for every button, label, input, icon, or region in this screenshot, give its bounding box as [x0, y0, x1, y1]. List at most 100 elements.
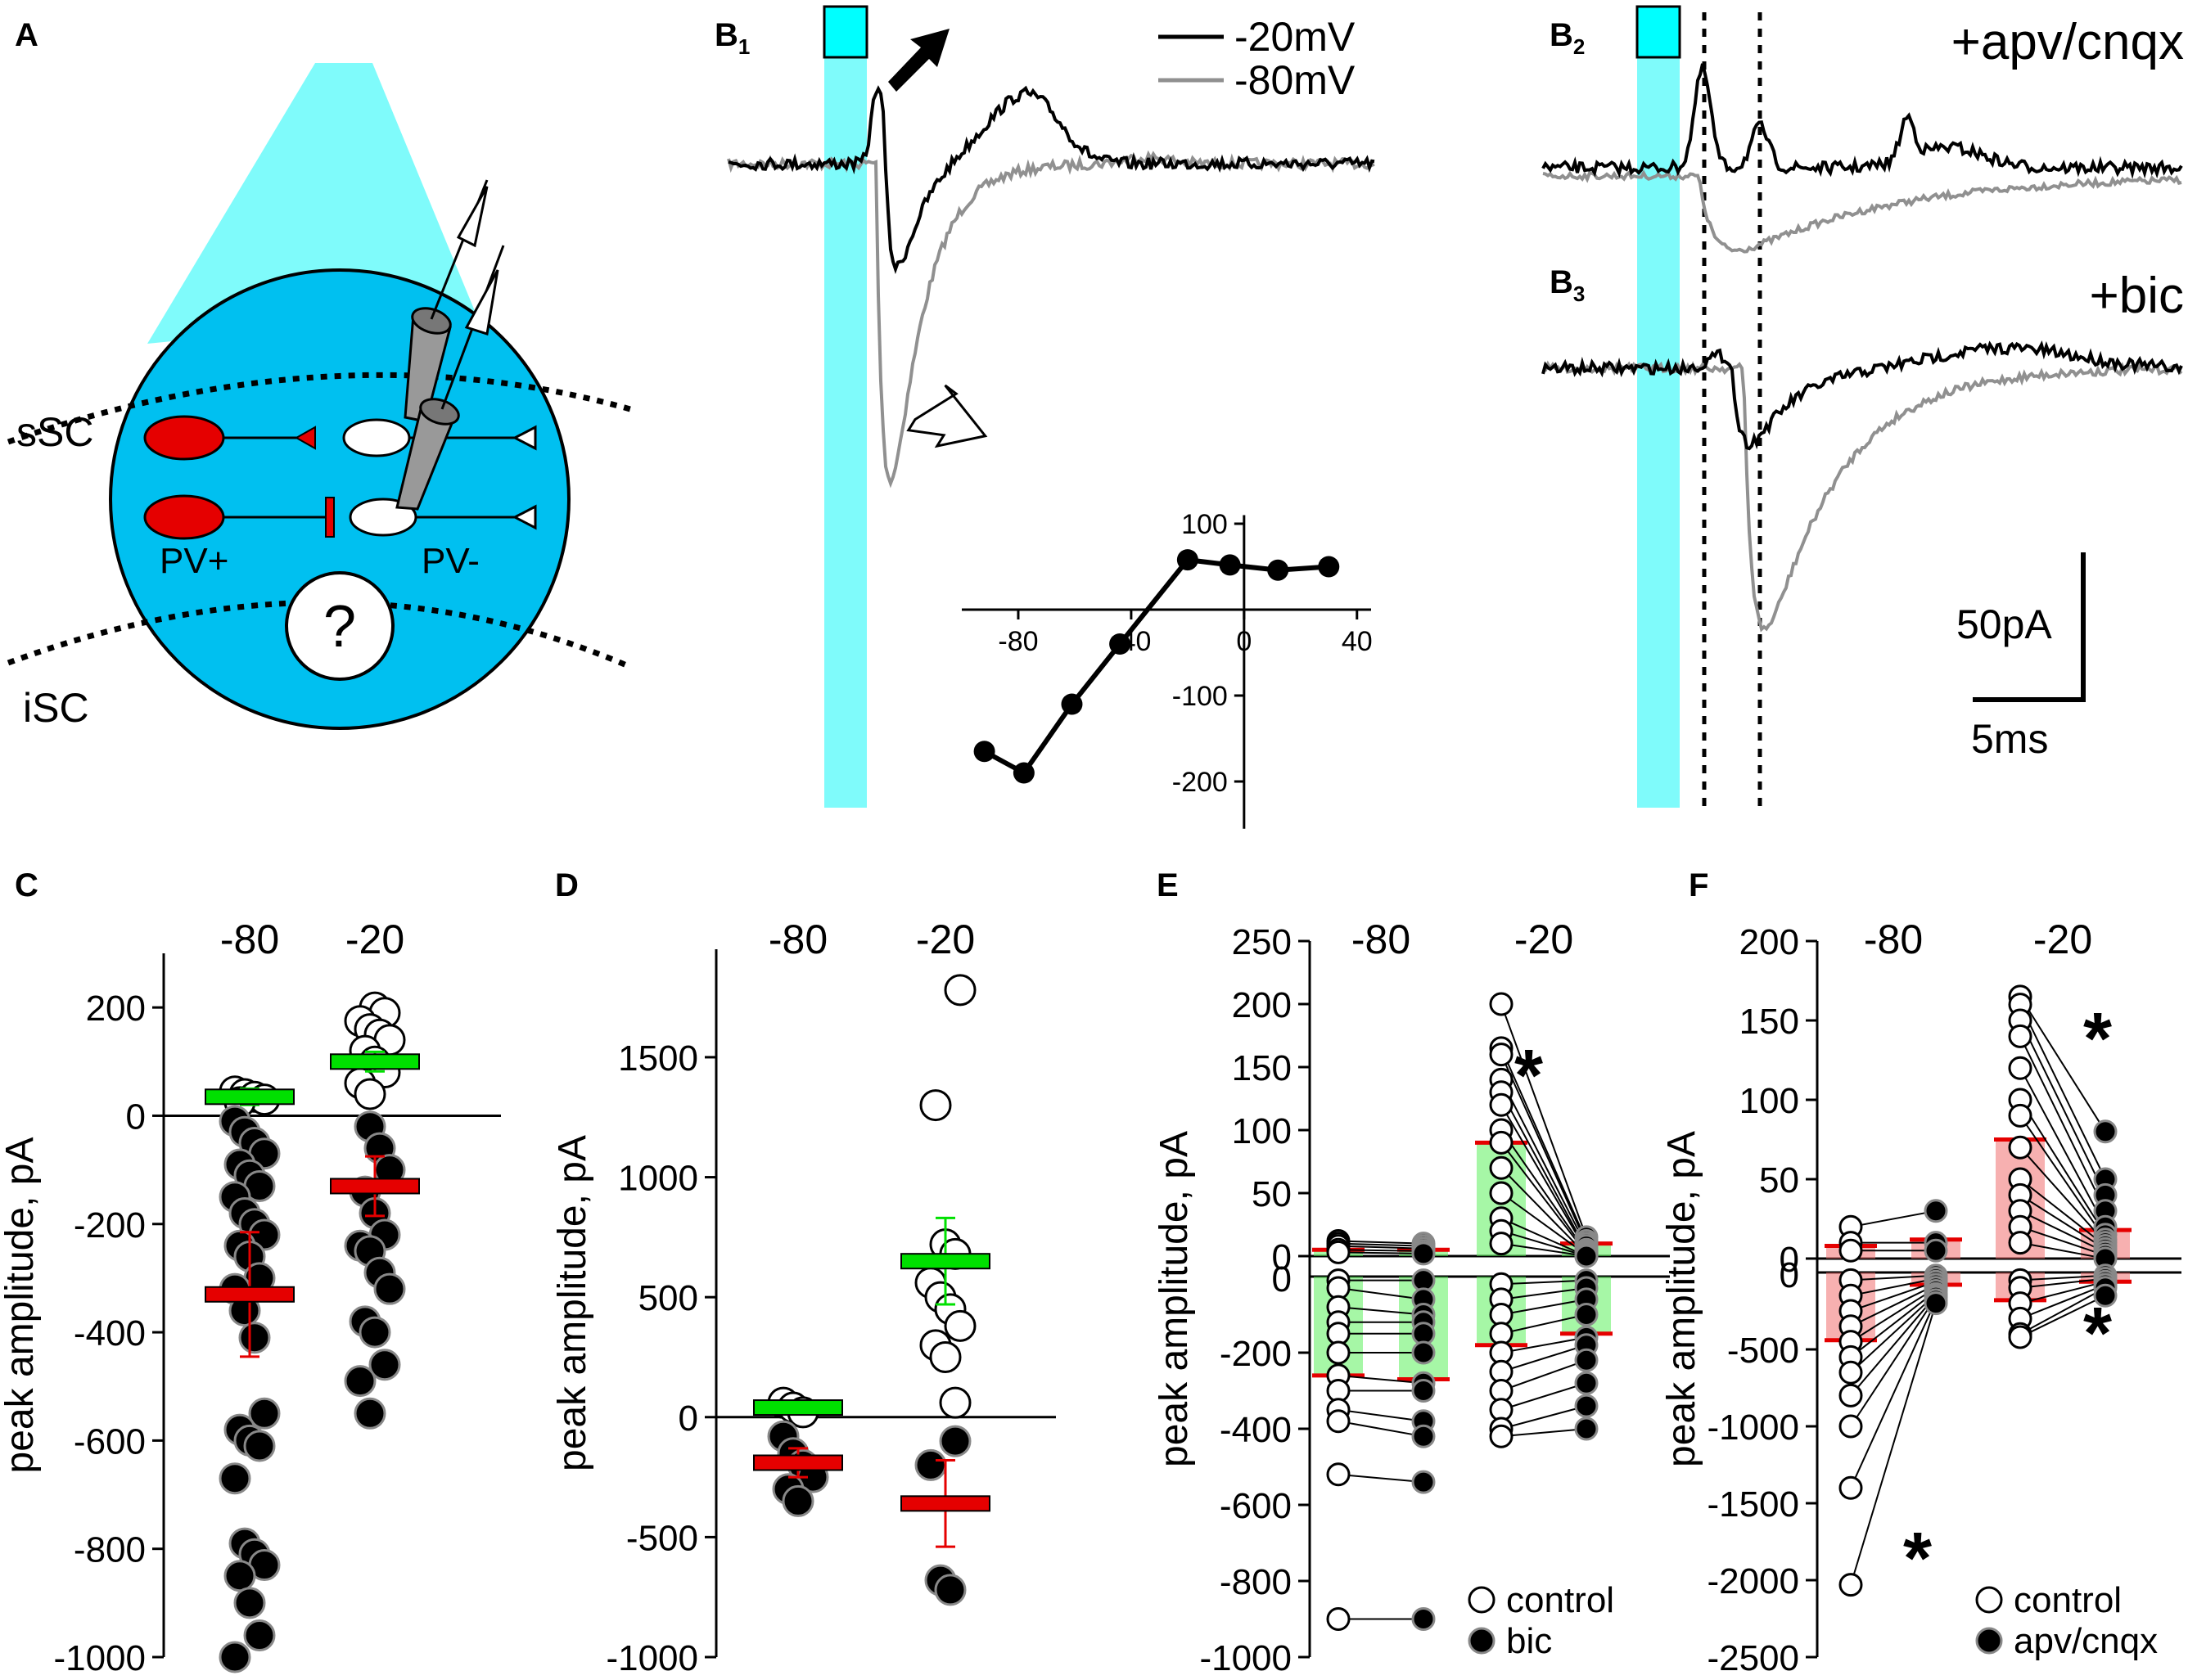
data-point [238, 1322, 271, 1354]
data-point [939, 1425, 972, 1457]
control-point [1326, 1340, 1351, 1365]
y-tick-label: 0 [1780, 1255, 1799, 1295]
panel-e-chart: 250 200 150 100 50 0 -200 -400 -600 -800 -1000 0 -80… [1153, 917, 1670, 1678]
pair-line [2019, 1209, 2106, 1254]
control-point [1326, 1607, 1351, 1631]
pair-line [1500, 1054, 1587, 1245]
data-point [354, 1078, 386, 1110]
pair-line [1500, 1242, 1587, 1257]
control-point [2008, 1325, 2032, 1349]
b3-condition-label: +bic [2090, 268, 2184, 324]
treated-point [1924, 1291, 1948, 1316]
control-point [1489, 1092, 1514, 1117]
treated-point [1924, 1238, 1948, 1263]
y-tick-label: 50 [1759, 1160, 1799, 1200]
treated-point [1574, 1417, 1599, 1441]
y-tick-label: -400 [74, 1313, 146, 1353]
y-tick-label: -1000 [606, 1638, 698, 1678]
category-label: -80 [1864, 917, 1923, 962]
significance-star: * [1903, 1518, 1932, 1600]
pair-line [1850, 1293, 1937, 1373]
panel-label-f: F [1689, 867, 1708, 903]
pair-line [1500, 1192, 1587, 1256]
pv-pos-neuron-top [143, 415, 225, 461]
pair-line [1500, 1104, 1587, 1252]
pair-line [1850, 1296, 1937, 1427]
pv-pos-label: PV+ [160, 541, 228, 581]
y-tick-label: 0 [1780, 1240, 1799, 1280]
y-axis-label: peak amplitude, pA [1153, 1131, 1196, 1467]
pair-line [2019, 1115, 2106, 1241]
treated-point [1411, 1379, 1436, 1403]
y-tick-label: 250 [1232, 922, 1292, 962]
y-tick-label: 1500 [618, 1038, 698, 1079]
pair-line [2019, 1178, 2106, 1247]
y-tick-label: 150 [1739, 1002, 1799, 1042]
panel-label-b3: B3 [1550, 264, 1585, 306]
y-axis-label: peak amplitude, pA [0, 1137, 42, 1474]
pv-pos-neuron-bottom [143, 494, 225, 540]
pair-line [1500, 1279, 1587, 1286]
pair-line [1500, 1079, 1587, 1247]
iv-point [1318, 556, 1340, 578]
y-tick-label: -1000 [1707, 1408, 1799, 1448]
control-point [2008, 1231, 2032, 1255]
synapse-excitatory-icon [294, 426, 316, 450]
data-point [248, 1397, 281, 1430]
light-stimulus-box-b [1635, 5, 1681, 59]
data-point [373, 1272, 406, 1305]
pv-neg-label: PV- [422, 541, 480, 581]
panel-label-b1: B1 [715, 17, 750, 59]
unknown-neuron-label: ? [323, 594, 356, 660]
pair-line [1850, 1284, 1937, 1327]
pair-line [1500, 1298, 1587, 1316]
trace-neg20 [728, 85, 1375, 274]
data-point [233, 1587, 266, 1619]
pair-line [1500, 1217, 1587, 1257]
y-tick-label: -200 [1220, 1334, 1292, 1374]
boundary-ssc-line [7, 372, 631, 445]
trace-b2-neg80 [1542, 169, 2182, 254]
iv-point [1061, 693, 1083, 715]
treated-point [2093, 1283, 2118, 1308]
pair-line [1850, 1209, 1937, 1228]
pair-line [1850, 1277, 1937, 1297]
data-point [368, 1349, 401, 1381]
category-label: -20 [2033, 917, 2092, 962]
data-point [919, 1089, 952, 1122]
legend-control-label: control [2014, 1580, 2122, 1620]
y-tick-label: 0 [126, 1097, 146, 1137]
pv-neg-neuron-top [342, 418, 411, 457]
category-label: -80 [1351, 917, 1410, 962]
ssc-label: sSC [16, 409, 93, 455]
pair-line [1338, 1245, 1424, 1250]
y-tick-label: -400 [1220, 1410, 1292, 1450]
y-tick-label: 150 [1232, 1048, 1292, 1088]
iv-point [1013, 762, 1035, 784]
category-label: -80 [769, 917, 828, 962]
y-tick-label: 1000 [618, 1159, 698, 1199]
pipette-bottom-tip-icon [419, 398, 460, 426]
y-tick-label: 100 [1232, 1111, 1292, 1151]
treated-point [1574, 1348, 1599, 1372]
mean-bar [753, 1399, 843, 1417]
legend-neg20: -20mV [1234, 14, 1356, 60]
pair-line [1500, 1428, 1587, 1438]
iv-y-tick-label: -200 [1172, 767, 1228, 798]
legend-control-label: control [1506, 1580, 1614, 1620]
control-point [1489, 1155, 1514, 1180]
y-tick-label: -2000 [1707, 1561, 1799, 1601]
treated-point [1411, 1470, 1436, 1494]
control-point [1489, 1232, 1514, 1256]
pair-line [1500, 1003, 1587, 1238]
light-stimulus-box [823, 5, 868, 59]
mean-bar [205, 1088, 295, 1106]
data-point [354, 1397, 386, 1430]
treated-point [1574, 1394, 1599, 1418]
pair-line [2019, 1277, 2106, 1289]
y-tick-label: 200 [86, 989, 146, 1029]
pair-line [1500, 1129, 1587, 1253]
y-tick-label: 0 [1272, 1259, 1292, 1299]
